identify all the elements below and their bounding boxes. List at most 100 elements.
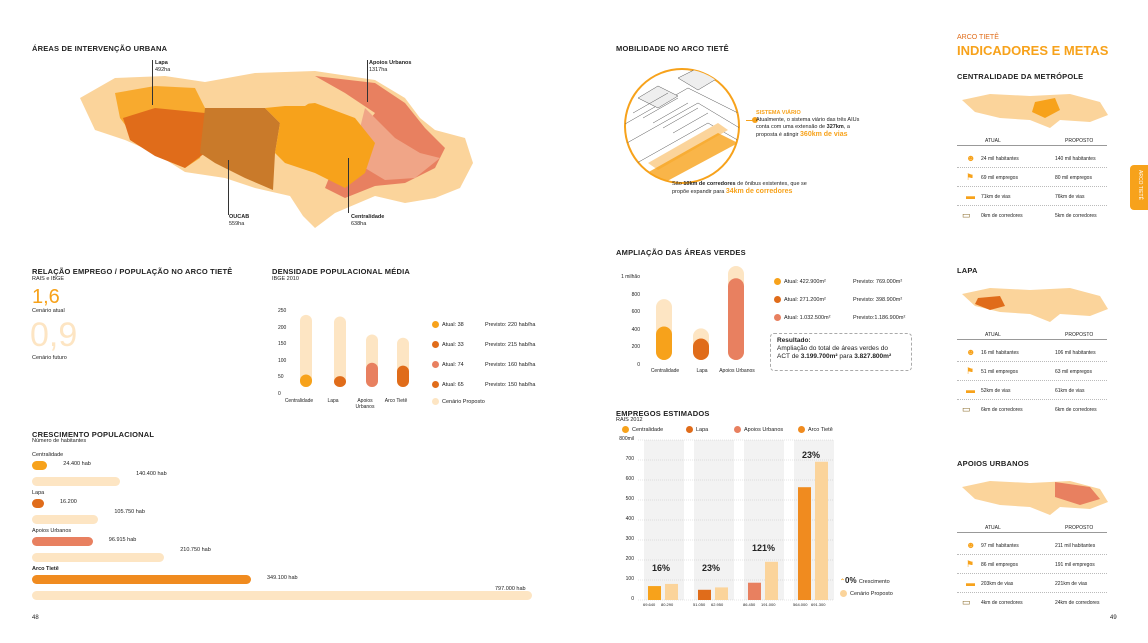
ind-atual-head: ATUAL [985, 525, 1001, 531]
apoios-label: Apoios Urbanos [369, 60, 412, 66]
lapa-label: Lapa [155, 60, 168, 66]
lapa-value: 492ha [155, 67, 171, 73]
emp-tick: 400 [625, 516, 634, 522]
dens-leg-prev: Previsto: 160 hab/ha [485, 361, 536, 368]
emp-bar-atual [648, 586, 661, 600]
dens-cat: Lapa [327, 398, 339, 404]
verdes-tick: 600 [631, 309, 640, 315]
ind-atual-value: 0km de corredores [981, 213, 1023, 219]
dens-tick: 0 [278, 390, 281, 397]
ind-proposto-value: 63 mil empregos [1055, 369, 1092, 375]
ind-atual-head: ATUAL [985, 138, 1001, 144]
cresc-bar-proposto [32, 477, 121, 486]
cresc-bar-atual [32, 575, 251, 584]
verdes-cat: Centralidade [650, 368, 680, 374]
apoios-value: 1317ha [369, 67, 388, 73]
verdes-cat: Lapa [696, 368, 708, 374]
verdes-leg-atual: Atual: 1.032.500m² [784, 314, 831, 321]
ind-atual-value: 97 mil habitantes [981, 543, 1019, 549]
emp-val-atual: 564.000 [793, 602, 808, 607]
bus-icon: ▭ [962, 404, 971, 414]
relacao-sub: RAIS e IBGE [32, 276, 65, 282]
cresc-atual-value: 24.400 hab [63, 461, 91, 467]
verdes-cat: Apoios Urbanos [719, 368, 755, 374]
emp-tick: 700 [625, 456, 634, 462]
section-tab[interactable]: ARCO TIETÊ [1130, 165, 1148, 210]
sv-t1: Atualmente, o sistema viário das três AI… [756, 117, 860, 123]
c-b2: 34km de corredores [725, 188, 793, 195]
road-icon: ▬ [966, 191, 975, 201]
ind-atual-value: 51 mil empregos [981, 369, 1018, 375]
page-number-right: 49 [1110, 615, 1117, 621]
verdes-tick: 800 [631, 291, 640, 298]
person-icon: ☻ [966, 540, 976, 550]
dens-tick: 50 [278, 374, 284, 380]
emp-bar-atual [698, 589, 711, 600]
person-icon: ☻ [966, 153, 976, 163]
worker-icon: ⚑ [966, 559, 975, 569]
emp-legend: Apoios Urbanos [744, 426, 784, 433]
worker-icon: ⚑ [966, 366, 975, 376]
centralidade-label: Centralidade [351, 214, 385, 220]
emp-val-atual: 69.640 [643, 602, 656, 607]
relacao-v1: 1,6 [32, 286, 60, 308]
res-2a: ACT de [777, 353, 799, 360]
emp-tick: 600 [625, 476, 634, 482]
c-t3: propõe expandir para [672, 189, 725, 195]
emp-proposto: Cenário Proposto [850, 590, 893, 597]
verdes-bar-atual [693, 338, 709, 360]
cresc-atual-value: 16.200 [60, 499, 77, 505]
sv-t3: , a [843, 124, 850, 130]
dens-bar-atual [334, 376, 346, 387]
road-icon: ▬ [966, 578, 975, 588]
ind-proposto-value: 191 mil empregos [1055, 562, 1095, 568]
ind-proposto-value: 221km de vias [1055, 581, 1088, 587]
emp-val-proposto: 691.300 [811, 602, 826, 607]
emp-legend: Arco Tietê [808, 426, 833, 433]
cresc-bar-proposto [32, 591, 532, 600]
dens-cat: Centralidade [284, 398, 314, 404]
relacao-v2: 0,9 [30, 316, 78, 354]
emp-zero: 0% [845, 576, 857, 585]
dens-leg-atual: Atual: 65 [442, 381, 464, 388]
crescimento-sub: Número de habitantes [32, 438, 87, 444]
cresc-atual-value: 349.100 hab [267, 575, 298, 581]
ind-atual-value: 69 mil empregos [981, 175, 1018, 181]
dens-leg-prev: Previsto: 150 hab/ha [485, 381, 536, 388]
sv-t4: proposta é atingir [756, 132, 799, 138]
dens-tick: 150 [278, 341, 287, 347]
dens-leg-atual: Atual: 33 [442, 341, 464, 348]
emp-pct: 23% [702, 563, 721, 573]
emp-bar-proposto [765, 561, 778, 600]
emp-tick: 0 [631, 596, 634, 602]
verdes-bar-atual [728, 278, 744, 360]
sv-b1: 327km [826, 124, 844, 130]
cresc-bar-proposto [32, 553, 165, 562]
ind-section-title: CENTRALIDADE DA METRÓPOLE [957, 72, 1084, 81]
mobilidade-title: MOBILIDADE NO ARCO TIETÊ [616, 44, 729, 53]
dens-leg-atual: Atual: 38 [442, 321, 464, 328]
dens-leg-proposto: Cenário Proposto [442, 398, 485, 405]
relacao-l2: Cenário futuro [32, 355, 67, 361]
ind-proposto-value: 140 mil habitantes [1055, 156, 1096, 162]
verdes-tick: 1 milhão [621, 274, 640, 280]
ind-section-title: APOIOS URBANOS [957, 459, 1029, 468]
relacao-l1: Cenário atual [32, 308, 65, 314]
dens-bar-atual [300, 374, 312, 387]
dens-bar-atual [366, 362, 378, 387]
dens-bar-proposto [334, 316, 346, 387]
emp-val-proposto: 62.950 [711, 602, 724, 607]
ind-atual-value: 52km de vias [981, 388, 1011, 394]
dens-leg-prev: Previsto: 215 hab/ha [485, 341, 536, 348]
oucab-label: OUCAB [229, 214, 250, 220]
empregos-sub: RAIS 2012 [616, 417, 643, 423]
bus-icon: ▭ [962, 210, 971, 220]
dens-leg-prev: Previsto: 220 hab/ha [485, 321, 536, 328]
indicadores-title: INDICADORES E METAS [957, 43, 1109, 58]
res-2d: 3.827.800m² [854, 353, 892, 360]
emp-tick: 500 [625, 496, 634, 502]
ind-atual-head: ATUAL [985, 332, 1001, 338]
cresc-prev-value: 140.400 hab [136, 471, 167, 477]
res-2b: 3.199.700m² [800, 353, 838, 360]
ind-proposto-value: 61km de vias [1055, 388, 1085, 394]
